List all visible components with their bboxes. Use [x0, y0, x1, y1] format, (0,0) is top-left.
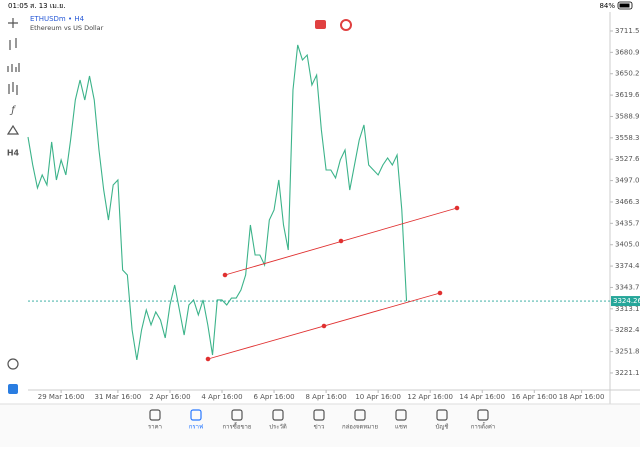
- battery-level: [619, 3, 630, 8]
- x-tick-label: 4 Apr 16:00: [201, 393, 242, 401]
- nav-label[interactable]: กราฟ: [189, 424, 203, 431]
- x-tick-label: 6 Apr 16:00: [253, 393, 294, 401]
- plot: 3711.55 3680.90 3650.25 3619.60 3588.95 3558.…: [27, 27, 640, 401]
- trend-point[interactable]: [437, 290, 443, 296]
- y-tick-label: 3527.65: [615, 155, 640, 163]
- status-time: 01:05: [8, 2, 28, 10]
- sell-button[interactable]: [315, 20, 326, 29]
- nav-icon[interactable]: [436, 409, 448, 421]
- shapes-icon[interactable]: [6, 124, 20, 135]
- y-tick-label: 3435.70: [615, 219, 640, 227]
- trend-lines: [205, 205, 460, 362]
- nav-label[interactable]: ประวัติ: [269, 424, 287, 431]
- y-tick-label: 3282.45: [615, 326, 640, 334]
- x-tick-label: 14 Apr 16:00: [459, 393, 505, 401]
- trend-point[interactable]: [321, 323, 327, 329]
- nav-icon[interactable]: [149, 409, 161, 421]
- current-price-box: [611, 296, 640, 307]
- x-tick-label: 18 Apr 16:00: [559, 393, 605, 401]
- y-tick-label: 3497.00: [615, 177, 640, 185]
- crosshair-icon[interactable]: [8, 18, 18, 28]
- trend-point[interactable]: [205, 356, 211, 362]
- objects-icon[interactable]: [8, 82, 18, 95]
- function-icon[interactable]: ƒ: [9, 105, 16, 116]
- nav-label[interactable]: การซื้อขาย: [223, 421, 252, 431]
- nav-label[interactable]: การตั้งค่า: [471, 421, 495, 431]
- trend-point[interactable]: [222, 272, 228, 278]
- y-tick-label: 3343.75: [615, 283, 640, 291]
- nav-label[interactable]: ราคา: [148, 424, 162, 431]
- y-tick-label: 3313.10: [615, 305, 640, 313]
- nav-label[interactable]: แชท: [395, 424, 407, 431]
- nav-label[interactable]: บัญชี: [436, 423, 449, 431]
- x-tick-label: 8 Apr 16:00: [306, 393, 347, 401]
- x-tick-label: 31 Mar 16:00: [95, 393, 142, 401]
- nav-icon[interactable]: [190, 409, 202, 421]
- nav-icon[interactable]: [395, 409, 407, 421]
- bottom-nav: [0, 404, 640, 447]
- app-icon[interactable]: [8, 384, 18, 394]
- y-tick-label: 3619.60: [615, 91, 640, 99]
- x-tick-label: 10 Apr 16:00: [355, 393, 401, 401]
- x-tick-label: 2 Apr 16:00: [149, 393, 190, 401]
- x-tick-label: 12 Apr 16:00: [407, 393, 453, 401]
- speed-icon[interactable]: [7, 358, 19, 370]
- y-tick-label: 3588.95: [615, 112, 640, 120]
- x-tick-label: 16 Apr 16:00: [511, 393, 557, 401]
- status-date: ส. 13 เม.ย.: [30, 2, 65, 10]
- nav-icon[interactable]: [313, 409, 325, 421]
- battery-icon: [617, 1, 633, 10]
- y-tick-label: 3466.35: [615, 198, 640, 206]
- current-price-label: 3324.26: [613, 297, 640, 305]
- timeframe-button[interactable]: H4: [7, 149, 20, 158]
- nav-label[interactable]: ข่าว: [314, 424, 325, 431]
- y-tick-label: 3558.30: [615, 134, 640, 142]
- y-tick-label: 3405.05: [615, 241, 640, 249]
- status-battery: 84%: [599, 2, 615, 10]
- indicators-icon[interactable]: [7, 63, 20, 72]
- nav-icon[interactable]: [477, 409, 489, 421]
- y-tick-label: 3680.90: [615, 48, 640, 56]
- chart-title: ETHUSDm • H4: [30, 15, 85, 23]
- nav-items: ราคา กราฟ การซื้อขาย ประวัติ ข่าว กล่องจดหมาย…: [148, 409, 495, 431]
- y-tick-label: 3650.25: [615, 70, 640, 78]
- nav-icon[interactable]: [231, 409, 243, 421]
- price-line: [27, 44, 408, 361]
- chart-type-icon[interactable]: [9, 38, 17, 50]
- left-toolbar: ƒ H4: [7, 18, 20, 394]
- nav-icon[interactable]: [272, 409, 284, 421]
- nav-label[interactable]: กล่องจดหมาย: [342, 424, 378, 431]
- x-tick-label: 29 Mar 16:00: [38, 393, 85, 401]
- trend-point[interactable]: [454, 205, 460, 211]
- chart-subtitle: Ethereum vs US Dollar: [30, 24, 104, 32]
- trend-point[interactable]: [338, 238, 344, 244]
- buy-button[interactable]: [340, 19, 352, 31]
- y-tick-label: 3251.80: [615, 348, 640, 356]
- y-tick-label: 3374.40: [615, 262, 640, 270]
- nav-icon[interactable]: [354, 409, 366, 421]
- y-tick-label: 3221.15: [615, 369, 640, 377]
- y-tick-label: 3711.55: [615, 27, 640, 35]
